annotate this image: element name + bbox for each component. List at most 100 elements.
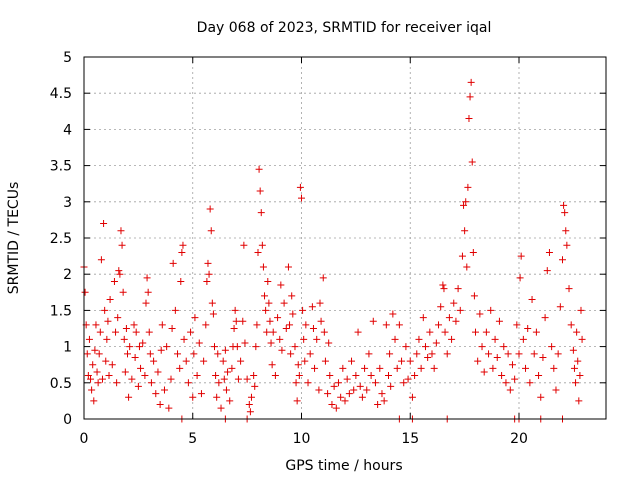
data-point <box>369 317 377 325</box>
x-tick-label: 10 <box>293 431 311 447</box>
data-point <box>240 241 248 249</box>
data-point <box>141 372 149 380</box>
data-point <box>367 372 375 380</box>
data-point <box>168 325 176 332</box>
data-point <box>561 209 569 217</box>
data-point <box>467 78 475 86</box>
data-point <box>298 194 305 202</box>
data-point <box>567 321 575 329</box>
data-point <box>208 299 216 307</box>
data-point <box>380 397 388 405</box>
data-point <box>84 372 92 380</box>
data-point <box>282 325 290 332</box>
data-point <box>413 350 421 358</box>
data-point <box>143 274 151 282</box>
data-point <box>259 263 267 271</box>
data-point <box>163 343 171 351</box>
data-point <box>230 325 238 332</box>
data-point <box>489 364 497 372</box>
data-point <box>113 379 121 387</box>
y-tick-label: 3 <box>63 195 72 211</box>
data-point <box>234 375 242 383</box>
data-point <box>200 357 208 365</box>
data-point <box>128 375 136 383</box>
data-point <box>95 350 103 358</box>
data-point <box>337 393 345 401</box>
data-point <box>101 306 109 314</box>
data-point <box>85 335 93 343</box>
data-point <box>430 364 438 372</box>
data-point <box>378 390 386 398</box>
data-point <box>526 379 534 387</box>
data-point <box>257 209 265 217</box>
data-point <box>313 335 321 343</box>
data-point <box>577 306 585 314</box>
data-point <box>222 386 230 394</box>
data-point <box>221 346 229 354</box>
data-point <box>387 382 395 390</box>
data-point <box>112 328 120 336</box>
data-point <box>156 401 164 409</box>
data-point <box>563 241 571 249</box>
data-point <box>268 361 276 369</box>
data-point <box>145 328 153 336</box>
data-point <box>254 248 262 256</box>
data-point <box>460 201 468 209</box>
data-point <box>180 335 188 343</box>
data-point <box>537 393 545 401</box>
data-point <box>374 401 382 409</box>
data-point <box>560 201 568 209</box>
data-point <box>541 314 549 322</box>
data-point <box>296 183 304 191</box>
data-point <box>320 328 328 336</box>
data-point <box>118 241 126 249</box>
data-point <box>88 386 96 394</box>
data-point <box>295 372 303 380</box>
data-point <box>97 256 105 264</box>
data-point <box>278 346 286 354</box>
data-point <box>179 241 187 249</box>
data-point <box>219 357 227 365</box>
data-point <box>134 382 142 390</box>
data-point <box>131 353 139 361</box>
data-point <box>189 393 197 401</box>
data-point <box>576 372 584 380</box>
data-point <box>191 314 199 322</box>
data-point <box>299 306 307 314</box>
data-point <box>365 350 373 358</box>
data-point <box>302 321 310 329</box>
data-point <box>108 361 116 369</box>
data-point <box>176 364 184 372</box>
data-point <box>341 397 349 405</box>
data-point <box>552 386 560 394</box>
data-point <box>165 404 173 412</box>
data-point <box>139 339 147 347</box>
data-point <box>517 252 525 260</box>
data-point <box>556 303 564 311</box>
data-point <box>482 328 490 336</box>
data-point <box>343 375 351 383</box>
data-point <box>94 379 102 387</box>
data-point <box>137 364 145 372</box>
data-point <box>466 93 474 101</box>
data-point <box>93 368 101 376</box>
data-point <box>371 379 379 387</box>
data-point <box>288 292 296 300</box>
data-point <box>228 364 236 372</box>
data-point <box>252 343 260 351</box>
data-point <box>480 368 488 376</box>
data-point <box>206 205 214 213</box>
data-point <box>452 317 460 325</box>
data-point <box>339 364 347 372</box>
data-point <box>152 390 160 398</box>
data-point <box>300 335 308 343</box>
data-point <box>435 321 443 329</box>
data-point <box>522 364 530 372</box>
data-point <box>545 248 553 256</box>
data-point <box>550 364 558 372</box>
data-point <box>572 379 580 387</box>
data-point <box>376 364 384 372</box>
data-point <box>92 321 100 329</box>
data-point <box>294 361 302 369</box>
data-point <box>535 372 543 380</box>
